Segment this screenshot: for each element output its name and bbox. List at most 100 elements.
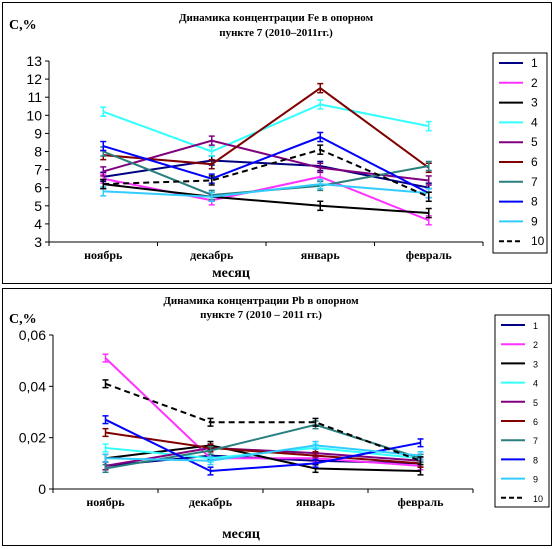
legend-label-7: 7 [533,436,538,446]
series-2 [100,171,432,226]
pb-chart-panel: Динамика концентрации Pb в опорном пункт… [2,288,552,546]
error-bar [100,106,107,117]
chart-title-line2: пункте 7 (2010 – 2011 гг.) [200,309,322,321]
series-line-9 [105,444,421,462]
series-line-10 [105,382,421,462]
y-tick-label: 9 [34,125,42,141]
error-bar [425,120,432,132]
y-tick-label: 13 [26,53,42,69]
x-tick-label: декабрь [190,248,234,262]
legend-box [494,314,550,508]
error-bar [102,379,109,389]
legend-label-9: 9 [533,475,538,485]
legend-label-9: 9 [531,214,538,228]
error-bar [317,200,324,212]
error-bar [317,144,324,155]
y-tick-label: 0 [38,481,46,497]
error-bar [425,207,432,219]
x-tick-label: февраль [398,495,445,509]
series-line-3 [103,183,429,215]
legend-label-1: 1 [533,321,538,331]
legend-label-4: 4 [533,379,538,389]
legend-label-5: 5 [531,135,538,149]
series-line-8 [105,418,421,473]
legend-label-3: 3 [533,359,538,369]
error-bar [417,456,424,466]
y-tick-label: 6 [34,180,42,196]
y-tick-label: 0,02 [19,430,46,446]
x-tick-label: ноябрь [84,248,123,262]
series-line-5 [105,446,421,467]
legend: 1 2 3 4 5 6 7 8 9 10 [494,314,550,508]
error-bar [312,458,319,468]
error-bar [208,191,215,203]
series-4 [100,99,432,157]
legend-label-10: 10 [531,234,545,248]
error-bar [317,131,324,143]
legend-label-4: 4 [531,115,538,129]
x-tick-label: декабрь [189,495,233,509]
legend-label-2: 2 [533,340,538,350]
y-tick-label: 7 [34,162,42,178]
error-bar [417,438,424,448]
series-10 [100,144,432,203]
pb-chart: Динамика концентрации Pb в опорном пункт… [9,295,550,542]
y-tick-label: 12 [26,71,42,87]
y-tick-label: 11 [27,89,42,105]
series-line-6 [103,86,430,169]
series-line-3 [105,444,421,473]
error-bar [208,135,215,146]
legend-box [492,52,548,254]
x-tick-label: февраль [406,248,453,262]
error-bar [208,175,215,186]
series-3 [100,178,432,219]
x-axis-label: месяц [212,266,250,281]
error-bar [102,415,109,425]
error-bar [100,166,107,177]
series-line-9 [103,183,429,198]
error-bar [102,427,109,438]
y-axis-label: C,% [9,18,37,33]
x-tick-label: январь [296,495,336,509]
error-bar [317,178,324,190]
error-bar [317,99,324,110]
y-axis-label: C,% [9,312,37,327]
series-line-2 [104,357,421,467]
y-tick-label: 8 [34,144,42,160]
series-line-6 [105,431,421,465]
legend-label-10: 10 [533,494,543,504]
series-10 [102,379,424,466]
error-bar [317,162,324,174]
x-tick-label: январь [301,248,341,262]
series-line-4 [102,103,429,153]
chart-title-line1: Динамика концентрации Fe в опорном [179,12,374,24]
error-bar [207,417,214,427]
error-bar [425,191,432,203]
error-bar [312,440,319,450]
fe-chart-panel: Динамика концентрации Fe в опорном пункт… [2,2,552,284]
error-bar [207,445,214,456]
error-bar [100,178,107,190]
legend-label-7: 7 [531,175,538,189]
x-tick-label: ноябрь [86,495,125,509]
error-bar [102,463,109,474]
error-bar [425,175,432,186]
legend-label-1: 1 [531,56,538,70]
legend-label-6: 6 [531,155,538,169]
fe-chart: Динамика концентрации Fe в опорном пункт… [9,12,548,281]
error-bar [312,417,319,427]
error-bar [208,158,215,170]
y-tick-label: 3 [34,234,42,250]
legend: 1 2 3 4 5 6 7 8 9 10 [492,52,548,254]
error-bar [102,443,109,453]
y-tick-label: 0,04 [19,378,46,394]
legend-label-2: 2 [531,76,538,90]
legend-label-8: 8 [533,455,538,465]
error-bar [102,353,109,363]
series-line-8 [102,135,430,195]
legend-label-3: 3 [531,96,538,110]
chart-title-line2: пункте 7 (2010–2011гг.) [219,27,333,39]
series-line-2 [103,175,430,222]
error-bar [207,456,214,466]
legend-label-5: 5 [533,398,538,408]
